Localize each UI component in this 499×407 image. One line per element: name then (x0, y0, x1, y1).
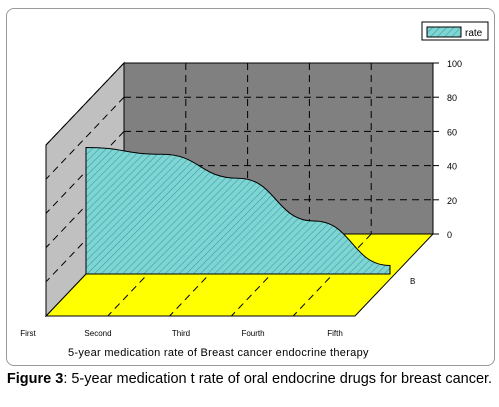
x-axis-title: 5-year medication rate of Breast cancer … (68, 347, 369, 359)
y-tick-label: 80 (447, 93, 457, 103)
legend-swatch (426, 26, 462, 38)
x-tick-label: Third (172, 329, 190, 338)
y-tick-label: 100 (447, 59, 462, 69)
gridline-side (45, 131, 125, 214)
caption-label: Figure 3 (6, 371, 64, 387)
gridline-floor (292, 233, 372, 317)
gridline-side (45, 62, 125, 146)
legend-label: rate (465, 28, 483, 39)
y-tick-label: 0 (447, 230, 452, 240)
y-tick-label: 60 (447, 127, 457, 137)
x-tick-label: First (20, 329, 36, 338)
figure-caption: Figure 3: 5-year medication t rate of or… (0, 371, 499, 387)
y-tick-label: 20 (447, 196, 457, 206)
area-series-rate (85, 146, 391, 275)
y-tick-label: 40 (447, 162, 457, 172)
depth-axis-label: B (410, 277, 415, 286)
x-tick-label: Second (84, 329, 111, 338)
caption-text: : 5-year medication t rate of oral endoc… (63, 371, 493, 387)
x-tick-label: Fourth (241, 329, 264, 338)
gridline-side (45, 96, 125, 180)
x-tick-label: Fifth (327, 329, 343, 338)
